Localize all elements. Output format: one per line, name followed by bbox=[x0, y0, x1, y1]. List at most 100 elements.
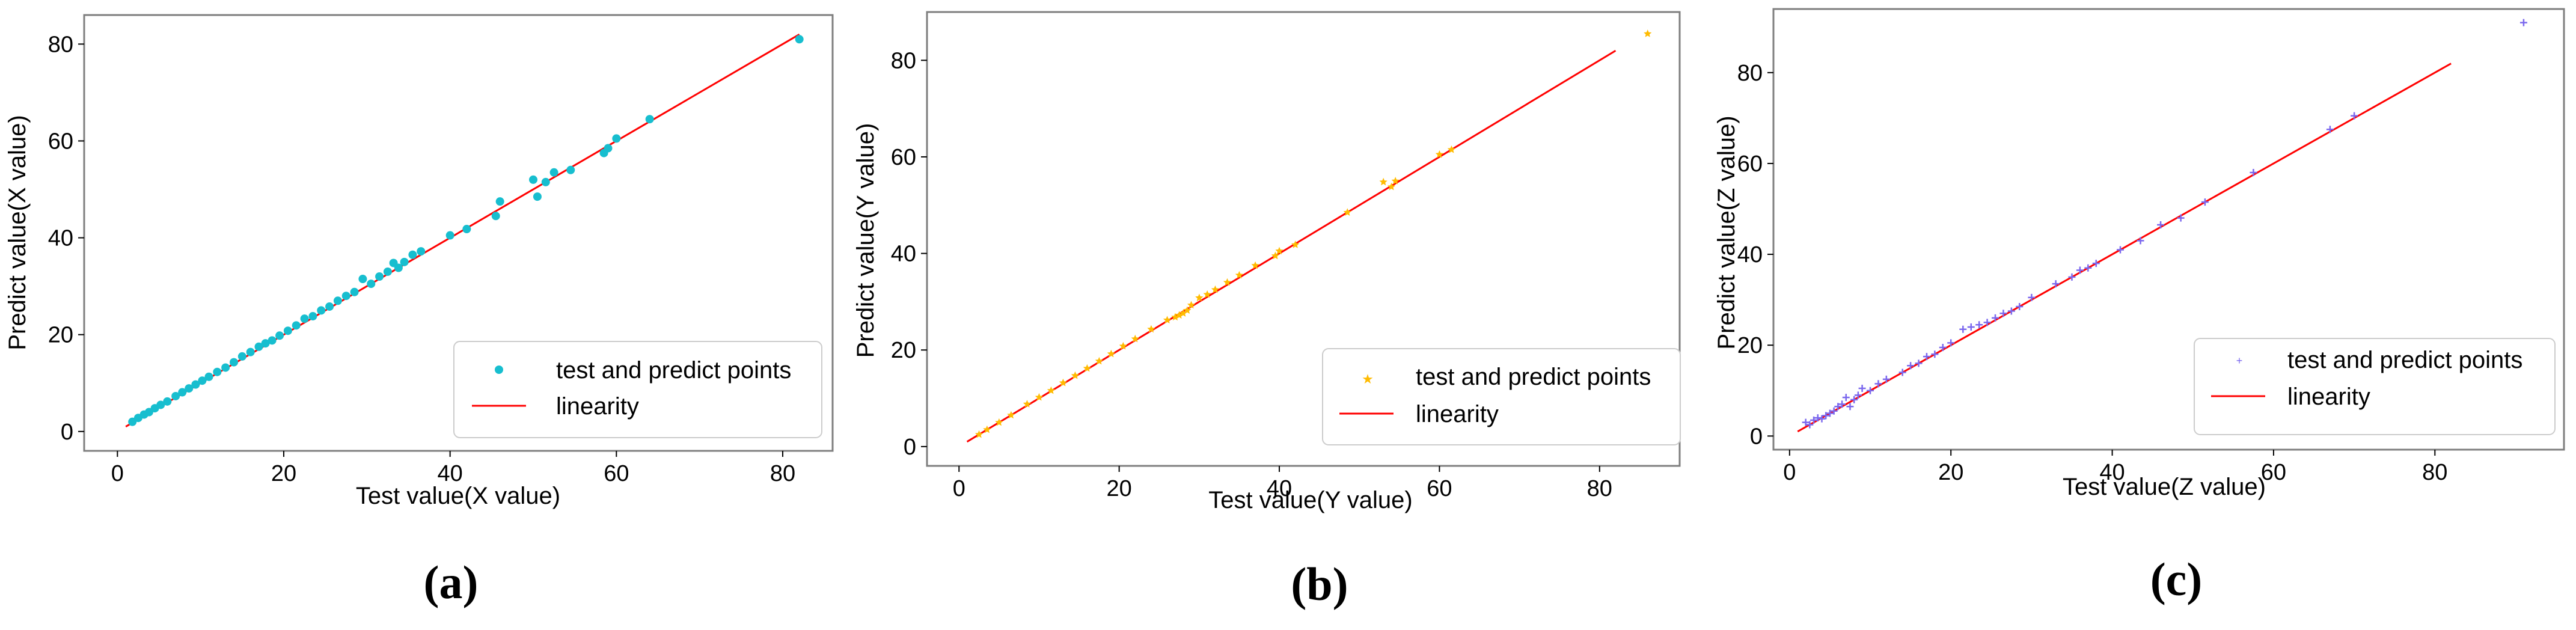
data-point bbox=[2201, 198, 2209, 206]
x-axis-label: Test value(Y value) bbox=[1208, 487, 1412, 513]
data-point bbox=[246, 347, 255, 356]
data-point bbox=[1867, 387, 1874, 394]
data-point bbox=[1379, 177, 1387, 186]
data-point bbox=[1131, 334, 1139, 343]
data-point bbox=[221, 363, 230, 372]
data-point bbox=[1838, 400, 1846, 408]
x-tick-label: 40 bbox=[438, 461, 463, 486]
data-point bbox=[1343, 208, 1351, 216]
data-point bbox=[350, 287, 359, 296]
x-tick-label: 80 bbox=[770, 461, 795, 486]
y-axis: 0 20 40 60 80 bbox=[48, 32, 84, 445]
data-point bbox=[1211, 285, 1220, 293]
data-point bbox=[1818, 415, 1826, 423]
data-point bbox=[2007, 307, 2015, 315]
legend-label-line: linearity bbox=[2287, 384, 2370, 410]
data-point bbox=[171, 391, 180, 400]
x-tick-label: 0 bbox=[953, 476, 965, 501]
data-point bbox=[2157, 221, 2165, 228]
data-point bbox=[156, 400, 165, 409]
y-tick-label: 60 bbox=[891, 145, 916, 170]
data-point bbox=[1939, 343, 1947, 351]
data-point bbox=[1907, 362, 1915, 370]
data-point bbox=[254, 342, 263, 351]
data-point bbox=[2076, 266, 2084, 274]
data-point bbox=[1854, 391, 1862, 399]
data-point bbox=[2052, 280, 2060, 288]
x-axis: 0 20 40 60 80 bbox=[1783, 450, 2447, 485]
panel-label: (c) bbox=[2150, 553, 2203, 605]
data-point bbox=[1810, 416, 1818, 424]
data-point bbox=[1850, 396, 1858, 403]
legend-marker-scatter: + bbox=[2236, 355, 2243, 367]
data-point bbox=[237, 352, 246, 361]
data-point bbox=[549, 168, 558, 177]
data-point bbox=[495, 197, 504, 206]
data-point bbox=[204, 372, 213, 381]
data-point bbox=[325, 302, 334, 311]
data-point bbox=[1975, 321, 1983, 329]
data-point bbox=[1183, 306, 1192, 314]
legend-label-line: linearity bbox=[1416, 401, 1499, 427]
linearity-line bbox=[125, 33, 800, 428]
legend-label-points: test and predict points bbox=[1416, 364, 1651, 390]
data-point bbox=[230, 358, 238, 367]
legend-label-points: test and predict points bbox=[2287, 347, 2522, 373]
x-tick-label: 60 bbox=[2261, 460, 2286, 485]
legend-box bbox=[453, 341, 822, 438]
data-point bbox=[1830, 407, 1838, 415]
data-point bbox=[1992, 314, 1999, 322]
data-point bbox=[1983, 319, 1991, 326]
data-point bbox=[445, 231, 454, 240]
x-tick-label: 0 bbox=[111, 461, 124, 486]
data-point bbox=[462, 225, 471, 234]
data-point bbox=[283, 326, 292, 335]
data-point bbox=[1275, 246, 1283, 255]
x-tick-label: 20 bbox=[271, 461, 296, 486]
data-point bbox=[1806, 421, 1814, 429]
data-point bbox=[1059, 378, 1068, 387]
data-point bbox=[2177, 214, 2185, 222]
y-tick-label: 0 bbox=[1750, 424, 1763, 449]
data-point bbox=[1644, 29, 1652, 37]
y-tick-label: 0 bbox=[904, 435, 916, 460]
data-point bbox=[1223, 278, 1232, 286]
y-tick-label: 40 bbox=[1737, 242, 1763, 268]
x-tick-label: 40 bbox=[2099, 460, 2125, 485]
y-tick-label: 60 bbox=[1737, 151, 1763, 177]
legend: ★ test and predict points linearity bbox=[1322, 348, 1681, 445]
data-point bbox=[1999, 310, 2007, 317]
x-axis-label: Test value(X value) bbox=[356, 483, 560, 509]
linearity-series bbox=[1797, 63, 2452, 433]
legend-marker-scatter bbox=[495, 365, 503, 374]
data-point bbox=[566, 165, 575, 174]
data-point bbox=[1175, 311, 1184, 319]
data-point bbox=[383, 267, 392, 276]
data-point bbox=[1802, 418, 1810, 426]
data-point bbox=[1179, 309, 1187, 317]
data-point bbox=[341, 292, 350, 301]
data-point bbox=[1858, 384, 1866, 392]
data-point bbox=[1814, 414, 1822, 422]
x-tick-label: 80 bbox=[1587, 476, 1612, 501]
data-point bbox=[163, 397, 172, 406]
x-axis: 0 20 40 60 80 bbox=[953, 466, 1612, 501]
data-point bbox=[612, 134, 621, 143]
y-tick-label: 20 bbox=[891, 338, 916, 363]
data-point bbox=[1271, 251, 1279, 260]
data-point bbox=[2028, 293, 2036, 301]
data-point bbox=[1251, 261, 1259, 269]
data-point bbox=[367, 280, 376, 289]
data-point bbox=[1882, 375, 1890, 383]
x-tick-label: 60 bbox=[604, 461, 629, 486]
data-point bbox=[375, 272, 384, 281]
scatter-series bbox=[128, 35, 804, 426]
data-point bbox=[1195, 293, 1204, 302]
data-point bbox=[178, 388, 187, 397]
data-point bbox=[1826, 409, 1834, 417]
data-point bbox=[1083, 364, 1091, 372]
